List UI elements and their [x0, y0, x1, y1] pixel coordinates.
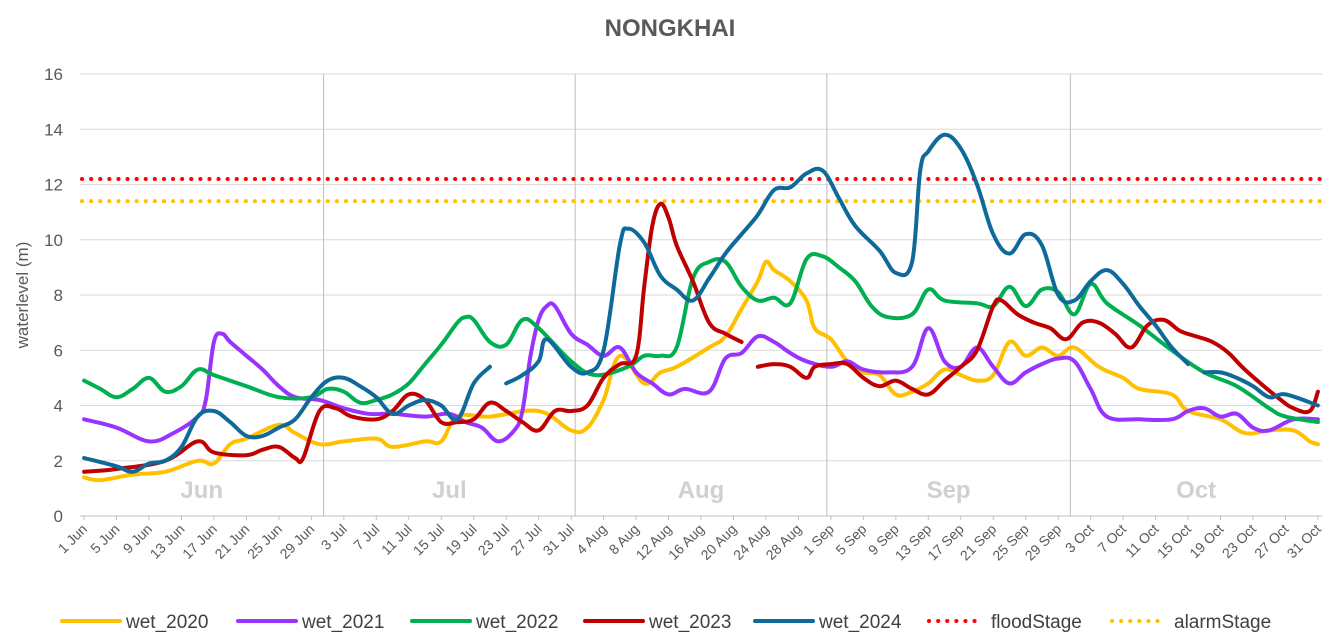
month-separators — [323, 74, 1071, 516]
legend-item-wet_2023: wet_2023 — [583, 612, 731, 633]
x-tick-label: 19 Oct — [1186, 521, 1227, 562]
x-tick-label: 20 Aug — [697, 521, 739, 563]
y-tick-label: 10 — [44, 231, 63, 250]
x-tick-label: 31 Oct — [1284, 521, 1325, 562]
legend-label: wet_2022 — [475, 612, 558, 633]
series-line-wet_2024 — [504, 132, 1191, 386]
x-tick-label: 16 Aug — [665, 521, 707, 563]
x-tick-label: 5 Sep — [832, 521, 869, 558]
x-tick-label: 15 Jul — [410, 521, 448, 559]
x-tick-label: 29 Jun — [276, 521, 317, 562]
series-line-wet_2023 — [755, 297, 1320, 415]
y-tick-label: 16 — [44, 65, 63, 84]
y-tick-label: 12 — [44, 176, 63, 195]
legend-label: wet_2020 — [125, 612, 208, 633]
chart-title: NONGKHAI — [605, 15, 736, 42]
legend-label: floodStage — [991, 612, 1082, 633]
y-tick-label: 8 — [54, 286, 63, 305]
month-label: Sep — [927, 477, 971, 504]
x-tick-label: 13 Jun — [147, 521, 188, 562]
y-tick-label: 4 — [54, 397, 63, 416]
month-label: Oct — [1176, 477, 1216, 504]
x-tick-label: 15 Oct — [1154, 521, 1195, 562]
series-line-wet_2022 — [82, 251, 1320, 425]
legend-item-floodStage: floodStage — [927, 612, 1082, 633]
y-axis-label: waterlevel (m) — [13, 242, 32, 350]
y-tick-labels: 0 2 4 6 8 10 12 14 16 — [44, 65, 63, 526]
x-tick-label: 5 Jun — [87, 521, 123, 557]
series-line-wet_2021 — [82, 301, 1320, 444]
y-tick-label: 2 — [54, 452, 63, 471]
x-tick-label: 28 Aug — [762, 521, 804, 563]
x-tick-label: 11 Oct — [1122, 521, 1162, 561]
legend-item-wet_2021: wet_2021 — [236, 612, 384, 633]
x-tick-label: 17 Jun — [179, 521, 220, 562]
y-tick-label: 0 — [54, 507, 63, 526]
legend-label: wet_2024 — [818, 612, 902, 633]
x-tick-label: 24 Aug — [730, 521, 772, 563]
x-tick-label: 1 Sep — [800, 521, 837, 558]
x-tick-label: 1 Jun — [55, 521, 91, 557]
legend-item-alarmStage: alarmStage — [1110, 612, 1271, 633]
x-tick-label: 27 Jul — [507, 521, 545, 559]
series-line-wet_2023 — [82, 201, 744, 474]
x-tick-label: 4 Aug — [573, 521, 610, 558]
legend-label: alarmStage — [1174, 612, 1271, 633]
x-tick-label: 29 Sep — [1022, 521, 1065, 564]
legend-label: wet_2023 — [648, 612, 731, 633]
legend-label: wet_2021 — [301, 612, 384, 633]
legend-item-wet_2024: wet_2024 — [753, 612, 902, 633]
x-tick-label: 19 Jul — [442, 521, 480, 559]
x-tick-label: 31 Jul — [540, 521, 578, 559]
x-tick-label: 12 Aug — [633, 521, 675, 563]
legend-item-wet_2022: wet_2022 — [410, 612, 558, 633]
x-tick-label: 25 Jun — [244, 521, 285, 562]
y-tick-label: 6 — [54, 341, 63, 360]
x-tick-label: 21 Jun — [211, 521, 252, 562]
legend-item-wet_2020: wet_2020 — [60, 612, 208, 633]
y-tick-label: 14 — [44, 120, 63, 139]
x-tick-label: 3 Oct — [1062, 521, 1097, 556]
x-tick-label: 11 Jul — [378, 521, 415, 558]
month-label: Jun — [180, 477, 223, 504]
series-line-wet_2020 — [82, 259, 1320, 483]
legend: wet_2020 wet_2021 wet_2022 wet_2023 wet_2024… — [60, 612, 1271, 633]
x-tick-label: 23 Oct — [1219, 521, 1260, 562]
x-tick-label: 27 Oct — [1251, 521, 1292, 562]
x-tick-label: 23 Jul — [475, 521, 513, 559]
x-tick-label: 3 Jul — [318, 521, 350, 553]
x-tick-label: 7 Jul — [350, 521, 382, 553]
reference-lines — [80, 176, 1322, 204]
series-line-wet_2024 — [82, 364, 492, 474]
month-label: Jul — [432, 477, 467, 504]
series-lines — [82, 132, 1320, 483]
month-labels: Jun Jul Aug Sep Oct — [180, 477, 1216, 504]
series-line-wet_2024 — [1202, 369, 1320, 408]
month-label: Aug — [678, 477, 725, 504]
